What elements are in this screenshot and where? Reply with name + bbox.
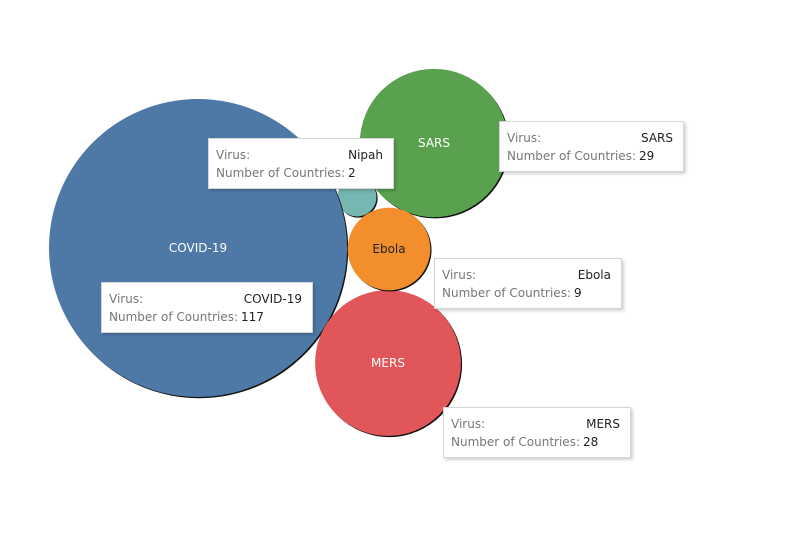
bubble-sars[interactable]: [359, 68, 509, 218]
bubble-label-ebola: Ebola: [372, 242, 405, 256]
tooltip-virus-key: Virus:: [109, 292, 144, 306]
tooltip-count-key: Number of Countries:: [109, 310, 238, 324]
tooltip-count-key: Number of Countries:: [442, 286, 571, 300]
tooltip-covid-19: Virus: COVID-19 Number of Countries: 117: [101, 282, 313, 333]
tooltip-virus-key: Virus:: [216, 148, 251, 162]
tooltip-sars: Virus: SARS Number of Countries: 29: [499, 121, 684, 172]
tooltip-count-value: 117: [240, 310, 264, 324]
bubble-label-sars: SARS: [418, 136, 450, 150]
tooltip-nipah: Virus: Nipah Number of Countries: 2: [208, 138, 394, 189]
bubble-ebola[interactable]: [347, 207, 431, 291]
tooltip-virus-value: MERS: [586, 417, 620, 431]
tooltip-count-value: 29: [638, 149, 655, 163]
tooltip-virus-value: Ebola: [577, 268, 611, 282]
tooltip-virus-key: Virus:: [451, 417, 486, 431]
tooltip-virus-value: Nipah: [348, 148, 383, 162]
tooltip-count-value: 2: [347, 166, 356, 180]
tooltip-virus-key: Virus:: [442, 268, 477, 282]
bubble-label-mers: MERS: [371, 356, 405, 370]
tooltip-virus-value: SARS: [640, 131, 673, 145]
tooltip-mers: Virus: MERS Number of Countries: 28: [443, 407, 631, 458]
tooltip-count-value: 9: [573, 286, 582, 300]
tooltip-count-key: Number of Countries:: [451, 435, 580, 449]
bubble-label-covid-19: COVID-19: [169, 241, 227, 255]
bubble-mers[interactable]: [315, 290, 461, 436]
tooltip-ebola: Virus: Ebola Number of Countries: 9: [434, 258, 622, 309]
tooltip-count-key: Number of Countries:: [216, 166, 345, 180]
tooltip-count-value: 28: [582, 435, 599, 449]
tooltip-virus-key: Virus:: [507, 131, 542, 145]
tooltip-virus-value: COVID-19: [243, 292, 302, 306]
tooltip-count-key: Number of Countries:: [507, 149, 636, 163]
